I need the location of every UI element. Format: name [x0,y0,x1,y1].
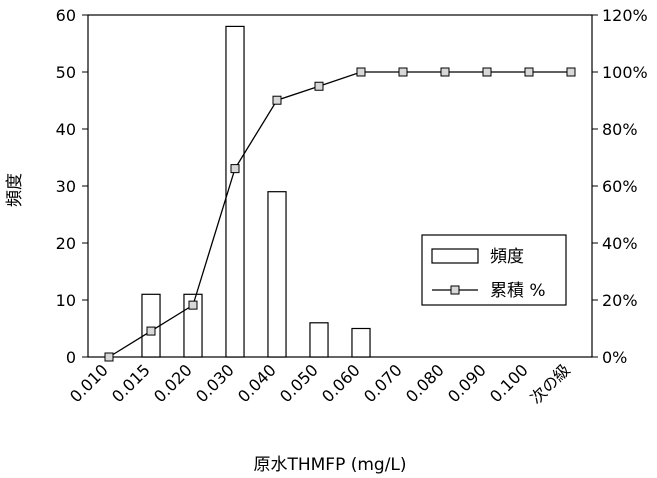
cumulative-line [108,71,571,358]
bar-series [141,25,371,358]
right-tick-label: 100% [602,63,648,82]
left-tick-label: 10 [56,291,76,310]
line-point [482,67,492,77]
bar [183,293,203,358]
x-axis-title: 原水THMFP (mg/L) [253,455,406,475]
legend-bar-swatch [431,248,479,264]
left-tick-label: 20 [56,234,76,253]
x-tick-label: 0.080 [402,360,448,406]
right-tick-label: 120% [602,6,648,25]
left-axis: 0 10 20 30 40 50 60 [56,6,88,367]
left-tick-label: 40 [56,120,76,139]
line-series [104,67,576,362]
x-axis: 0.0100.0150.0200.0300.0400.0500.0600.070… [66,360,574,407]
x-tick-label: 0.030 [192,360,238,406]
bar [351,327,371,358]
left-tick-label: 60 [56,6,76,25]
left-tick-label: 50 [56,63,76,82]
line-point [314,81,324,91]
x-tick-label: 0.050 [276,360,322,406]
bar [267,191,287,358]
line-point [398,67,408,77]
line-point [146,326,156,336]
x-tick-label: 0.100 [486,360,532,406]
line-point [188,300,198,310]
y-axis-title: 頻度 [5,173,25,207]
right-tick-label: 80% [602,120,638,139]
legend-line-marker [450,285,460,295]
x-tick-label: 0.090 [444,360,490,406]
x-tick-label: 0.015 [108,360,154,406]
x-tick-label: 0.010 [66,360,112,406]
x-tick-label: 0.060 [318,360,364,406]
bar [309,322,329,358]
x-tick-label: 次の級 [526,360,573,407]
left-tick-label: 0 [66,348,76,367]
line-point [356,67,366,77]
legend-box [421,234,567,306]
line-point [230,164,240,174]
x-tick-label: 0.070 [360,360,406,406]
plot-area [87,14,593,358]
right-tick-label: 40% [602,234,638,253]
bar [225,25,245,358]
right-tick-label: 20% [602,291,638,310]
x-tick-label: 0.020 [150,360,196,406]
line-point [566,67,576,77]
legend-bar-label: 頻度 [490,247,524,267]
right-tick-label: 0% [602,348,627,367]
left-tick-label: 30 [56,177,76,196]
line-point [272,95,282,105]
line-point [104,352,114,362]
bar [141,293,161,358]
line-point [440,67,450,77]
line-point [524,67,534,77]
legend-line-label: 累積 % [490,281,546,301]
right-axis: 0% 20% 40% 60% 80% 100% 120% [592,6,648,367]
legend: 頻度 累積 % [421,234,567,306]
x-tick-label: 0.040 [234,360,280,406]
right-tick-label: 60% [602,177,638,196]
